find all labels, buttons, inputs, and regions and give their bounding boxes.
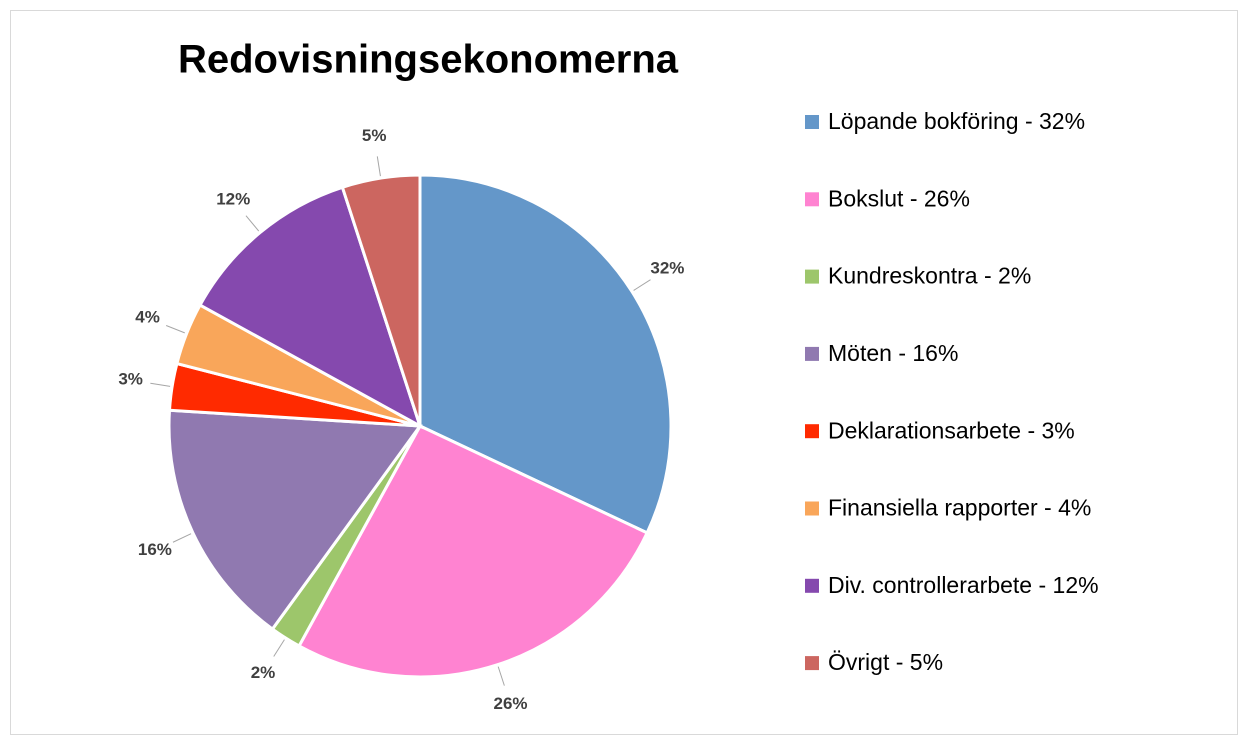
data-label: 4% (135, 308, 160, 327)
legend-swatch (805, 656, 819, 671)
leader-line (172, 533, 192, 543)
data-label: 3% (118, 370, 143, 389)
data-label: 16% (138, 540, 172, 559)
leader-line (150, 382, 171, 387)
legend-swatch (805, 269, 819, 284)
leader-line (245, 215, 260, 232)
legend-swatch (805, 115, 819, 129)
legend-swatch (805, 501, 819, 516)
leader-line (376, 156, 381, 177)
legend-label: Övrigt - 5% (828, 649, 943, 675)
data-label: 5% (362, 126, 387, 145)
leader-line (633, 279, 651, 291)
data-label: 32% (650, 258, 684, 277)
chart-title: Redovisningsekonomerna (178, 38, 679, 82)
data-label: 12% (216, 190, 250, 209)
legend-swatch (805, 346, 819, 361)
legend-label: Möten - 16% (828, 340, 958, 366)
pie-slice (198, 185, 423, 430)
legend-swatch (805, 424, 819, 439)
data-label: 2% (251, 663, 276, 682)
legend-label: Kundreskontra - 2% (828, 263, 1031, 289)
pie-slice (340, 173, 422, 427)
legend-label: Finansiella rapporter - 4% (828, 495, 1091, 521)
legend-label: Bokslut - 26% (828, 185, 970, 211)
legend-label: Löpande bokföring - 32% (828, 108, 1085, 134)
leader-line (165, 325, 185, 334)
leader-line (497, 666, 505, 686)
leader-line (273, 639, 285, 657)
data-label: 26% (494, 694, 528, 713)
pie-slice (167, 408, 423, 632)
pie-slice (418, 173, 673, 535)
legend-swatch (805, 192, 819, 207)
legend-label: Deklarationsarbete - 3% (828, 417, 1075, 443)
legend-label: Div. controllerarbete - 12% (828, 572, 1099, 598)
legend-swatch (805, 578, 819, 593)
